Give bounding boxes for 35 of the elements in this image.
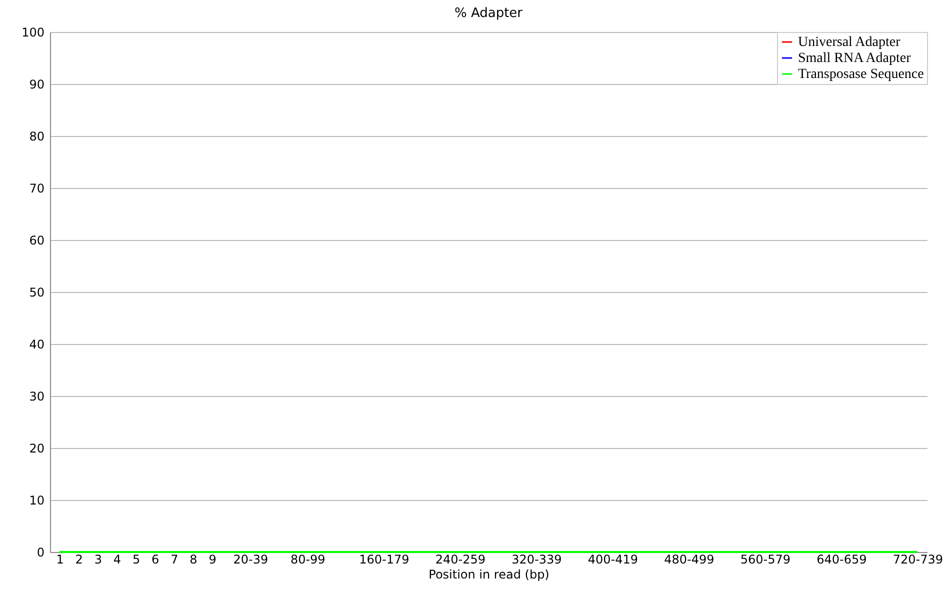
x-tick-label: 2 — [75, 552, 83, 566]
x-tick-label: 9 — [208, 552, 216, 566]
x-tick-label: 20-39 — [233, 552, 268, 566]
x-tick-label: 560-579 — [740, 552, 791, 566]
x-tick-label: 320-339 — [512, 552, 562, 566]
y-tick-label: 100 — [22, 26, 44, 40]
x-tick-label: 6 — [152, 552, 160, 566]
y-tick-label: 10 — [29, 494, 44, 508]
legend-label: Transposase Sequence — [798, 67, 924, 82]
y-tick-label: 40 — [29, 338, 44, 352]
x-tick-label: 4 — [113, 552, 122, 566]
x-tick-label: 400-419 — [588, 552, 638, 566]
legend-label: Universal Adapter — [798, 35, 901, 50]
y-tick-label: 30 — [29, 390, 44, 404]
y-tick-label: 20 — [29, 442, 44, 456]
x-tick-label: 160-179 — [359, 552, 410, 566]
x-tick-label: 7 — [170, 552, 178, 566]
y-tick-label: 90 — [29, 78, 44, 92]
x-tick-label: 8 — [190, 552, 198, 566]
y-tick-label: 70 — [29, 182, 44, 196]
y-tick-label: 50 — [29, 286, 44, 300]
y-tick-label: 60 — [29, 234, 44, 248]
x-tick-label: 5 — [132, 552, 140, 566]
x-tick-label: 1 — [56, 552, 64, 566]
chart-title: % Adapter — [454, 6, 524, 21]
x-tick-label: 80-99 — [290, 552, 326, 566]
legend-label: Small RNA Adapter — [798, 51, 912, 66]
x-tick-label: 480-499 — [664, 552, 714, 566]
x-tick-label: 3 — [94, 552, 102, 566]
x-tick-label: 720-739 — [892, 552, 943, 566]
y-tick-label: 0 — [36, 546, 44, 560]
x-tick-label: 240-259 — [435, 552, 486, 566]
y-tick-label: 80 — [29, 130, 44, 144]
x-tick-label: 640-659 — [816, 552, 867, 566]
x-axis-title: Position in read (bp) — [428, 568, 550, 582]
